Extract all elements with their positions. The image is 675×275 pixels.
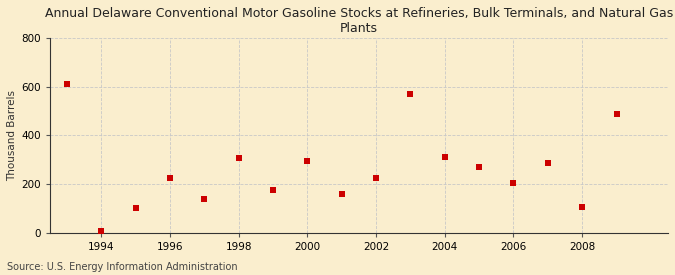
- Point: [611, 111, 622, 116]
- Point: [405, 92, 416, 96]
- Point: [336, 191, 347, 196]
- Point: [576, 205, 587, 209]
- Point: [439, 155, 450, 160]
- Point: [199, 196, 210, 201]
- Point: [302, 159, 313, 163]
- Point: [165, 176, 176, 180]
- Point: [267, 188, 278, 192]
- Point: [543, 161, 554, 166]
- Point: [371, 176, 381, 180]
- Point: [61, 82, 72, 87]
- Y-axis label: Thousand Barrels: Thousand Barrels: [7, 90, 17, 181]
- Title: Annual Delaware Conventional Motor Gasoline Stocks at Refineries, Bulk Terminals: Annual Delaware Conventional Motor Gasol…: [45, 7, 673, 35]
- Text: Source: U.S. Energy Information Administration: Source: U.S. Energy Information Administ…: [7, 262, 238, 272]
- Point: [508, 181, 519, 185]
- Point: [130, 206, 141, 210]
- Point: [234, 156, 244, 161]
- Point: [474, 165, 485, 169]
- Point: [96, 229, 107, 233]
